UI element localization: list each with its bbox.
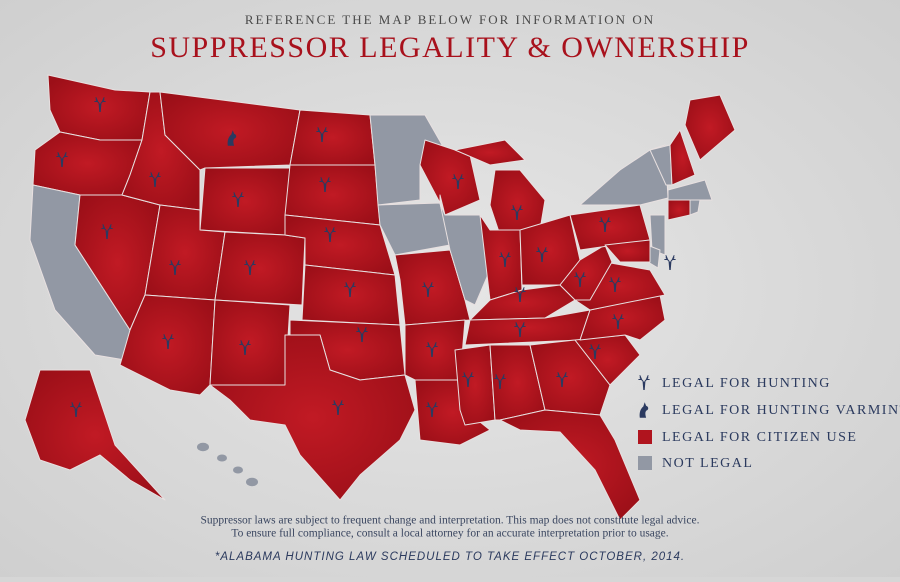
legend-icon [637, 374, 651, 391]
state [604, 239, 651, 263]
legend-swatch [638, 430, 652, 444]
title: SUPPRESSOR LEGALITY & OWNERSHIP [150, 31, 750, 64]
legend: LEGAL FOR HUNTING LEGAL FOR HUNTING VARM… [637, 374, 900, 471]
state [689, 199, 701, 216]
state [559, 244, 613, 301]
state [369, 114, 446, 206]
legend-label: LEGAL FOR CITIZEN USE [662, 430, 857, 445]
state [464, 309, 591, 346]
island [246, 477, 258, 487]
state [419, 139, 481, 216]
states [24, 74, 736, 521]
state [667, 179, 713, 201]
state [649, 214, 666, 256]
state [24, 369, 166, 501]
state [454, 344, 496, 426]
island [217, 454, 227, 462]
kicker: REFERENCE THE MAP BELOW FOR INFORMATION … [245, 12, 655, 27]
state [529, 339, 611, 416]
state [289, 109, 376, 166]
legend-label: NOT LEGAL [662, 456, 753, 471]
island [233, 466, 243, 474]
legend-label: LEGAL FOR HUNTING VARMINT [662, 403, 900, 418]
state [684, 94, 736, 161]
island [197, 442, 209, 452]
state [667, 199, 691, 221]
state-icon [663, 254, 677, 271]
state [199, 167, 291, 236]
legend-label: LEGAL FOR HUNTING [662, 376, 831, 391]
state [499, 409, 641, 521]
state [301, 264, 401, 326]
legend-icon [639, 402, 649, 418]
state [209, 334, 416, 501]
state [669, 129, 696, 186]
legend-swatch [638, 456, 652, 470]
state [377, 202, 451, 256]
state [209, 299, 291, 386]
footnote: *ALABAMA HUNTING LAW SCHEDULED TO TAKE E… [215, 551, 685, 563]
disclaimer: To ensure full compliance, consult a loc… [231, 528, 668, 540]
state [454, 139, 526, 166]
disclaimer: Suppressor laws are subject to frequent … [201, 515, 700, 527]
state [579, 144, 669, 206]
state [214, 231, 306, 306]
